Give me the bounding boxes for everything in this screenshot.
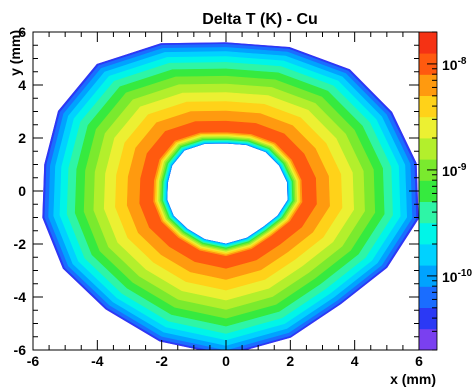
y-tick-label: -2: [14, 236, 27, 252]
color-scale-band: [419, 307, 437, 330]
x-tick-label: 4: [351, 353, 359, 369]
color-scale-band: [419, 244, 437, 266]
x-axis-label: x (mm): [390, 371, 436, 387]
color-scale-band: [419, 116, 437, 139]
x-tick-label: 6: [415, 353, 423, 369]
y-tick-label: -6: [14, 342, 27, 358]
color-scale-label: 10-9: [442, 162, 467, 179]
color-scale-band: [419, 222, 437, 245]
color-scale-band: [419, 201, 437, 224]
color-scale-band: [419, 328, 437, 351]
y-tick-label: 2: [18, 130, 26, 146]
chart-title: Delta T (K) - Cu: [202, 11, 318, 28]
x-tick-label: -2: [155, 353, 168, 369]
color-scale-band: [419, 32, 437, 54]
contour-band-13: [139, 120, 317, 269]
color-scale-label: 10-10: [442, 268, 472, 285]
color-scale-band: [419, 286, 437, 308]
y-axis: -6 -4 -2 0 2 4 6: [14, 24, 419, 358]
color-scale: 10-8 10-9 10-10: [418, 31, 472, 351]
color-scale-band: [419, 180, 437, 202]
color-scale-frame: [418, 31, 438, 351]
color-scale-band: [419, 138, 437, 160]
contour-map: [42, 42, 419, 350]
color-scale-band: [419, 95, 437, 118]
x-tick-label: 2: [286, 353, 294, 369]
x-tick-label: -4: [91, 353, 104, 369]
color-scale-band: [419, 74, 437, 96]
y-tick-label: -4: [14, 289, 27, 305]
x-tick-label: 0: [222, 353, 230, 369]
y-tick-label: 0: [18, 183, 26, 199]
y-tick-label: 6: [18, 24, 26, 40]
y-axis-label: y (mm): [7, 30, 23, 76]
x-axis: -6 -4 -2 0 2 4 6: [27, 32, 423, 369]
y-tick-label: 4: [18, 77, 26, 93]
color-scale-label: 10-8: [442, 56, 467, 73]
x-tick-label: -6: [27, 353, 40, 369]
